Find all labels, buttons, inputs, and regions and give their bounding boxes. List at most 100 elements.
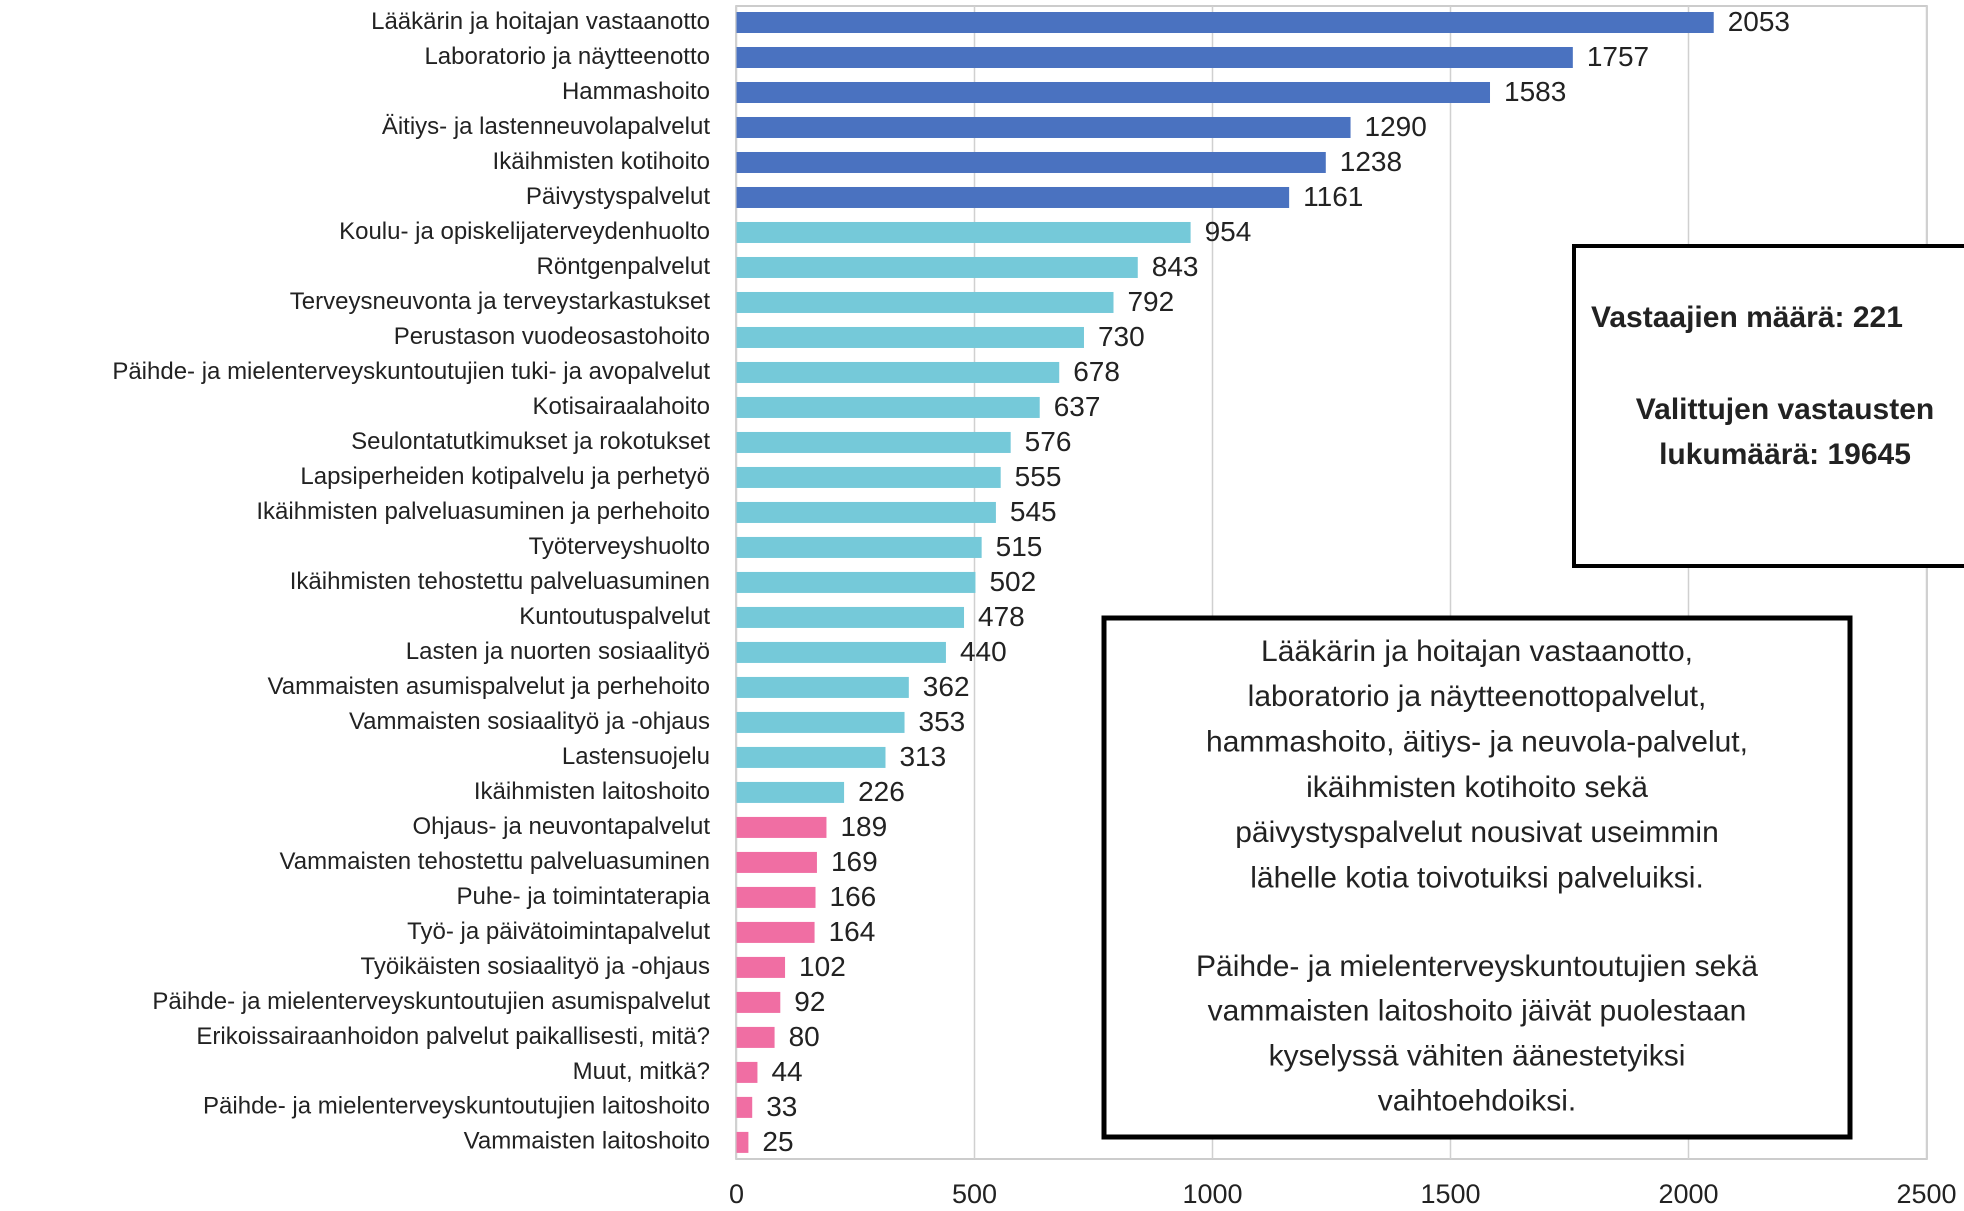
- bar: [736, 256, 1138, 278]
- bar: [736, 1026, 775, 1048]
- annotation-text: vaihtoehdoiksi.: [1378, 1084, 1576, 1117]
- y-tick-label: Röntgenpalvelut: [537, 253, 711, 280]
- bar: [736, 361, 1060, 383]
- y-tick-label: Lapsiperheiden kotipalvelu ja perhetyö: [300, 463, 710, 490]
- value-label: 2053: [1728, 6, 1790, 37]
- bar: [736, 921, 815, 943]
- y-tick-label: Työikäisten sosiaalityö ja -ohjaus: [360, 953, 710, 980]
- annotation-text: hammashoito, äitiys- ja neuvola-palvelut…: [1206, 726, 1748, 759]
- value-label: 169: [831, 846, 878, 877]
- value-label: 792: [1127, 286, 1174, 317]
- annotation-box: [1101, 615, 1853, 1140]
- bar: [736, 431, 1011, 453]
- value-label: 353: [919, 706, 966, 737]
- y-tick-label: Ikäihmisten kotihoito: [493, 148, 710, 175]
- x-tick-label: 1500: [1420, 1179, 1480, 1209]
- y-tick-label: Puhe- ja toimintaterapia: [457, 883, 711, 910]
- y-tick-label: Vammaisten sosiaalityö ja -ohjaus: [349, 708, 710, 735]
- bar: [736, 326, 1084, 348]
- y-tick-label: Ikäihmisten laitoshoito: [474, 778, 710, 805]
- x-tick-label: 2500: [1896, 1179, 1956, 1209]
- y-tick-label: Lääkärin ja hoitajan vastaanotto: [371, 8, 710, 35]
- info-box: [1572, 244, 1964, 568]
- annotation-text: päivystyspalvelut nousivat useimmin: [1235, 816, 1719, 849]
- value-label: 80: [789, 1021, 820, 1052]
- annotation-text: Lääkärin ja hoitajan vastaanotto,: [1261, 635, 1693, 668]
- bar: [736, 851, 817, 873]
- info-text: Valittujen vastausten: [1636, 393, 1934, 426]
- x-tick-label: 500: [952, 1179, 997, 1209]
- value-label: 730: [1098, 321, 1145, 352]
- bar: [736, 151, 1326, 173]
- x-tick-label: 2000: [1658, 1179, 1718, 1209]
- value-label: 1757: [1587, 41, 1649, 72]
- bar: [736, 676, 909, 698]
- bar: [736, 221, 1191, 243]
- y-tick-label: Kuntoutuspalvelut: [519, 603, 710, 630]
- y-tick-label: Seulontatutkimukset ja rokotukset: [351, 428, 710, 455]
- y-tick-label: Hammashoito: [562, 78, 710, 105]
- y-tick-label: Ikäihmisten tehostettu palveluasuminen: [290, 568, 710, 595]
- bar: [736, 606, 965, 628]
- bar: [736, 816, 827, 838]
- y-tick-label: Päihde- ja mielenterveyskuntoutujien tuk…: [112, 358, 710, 385]
- value-label: 502: [989, 566, 1036, 597]
- bar: [736, 46, 1573, 68]
- value-label: 102: [799, 951, 846, 982]
- bar: [736, 1131, 749, 1153]
- y-tick-label: Perustason vuodeosastohoito: [394, 323, 710, 350]
- y-tick-label: Kotisairaalahoito: [533, 393, 710, 420]
- y-tick-label: Työterveyshuolto: [529, 533, 710, 560]
- bar: [736, 186, 1290, 208]
- bar: [736, 396, 1040, 418]
- bar: [736, 886, 816, 908]
- annotation-text: lähelle kotia toivotuiksi palveluiksi.: [1250, 861, 1704, 894]
- info-text: lukumäärä: 19645: [1659, 438, 1911, 471]
- y-tick-label: Lastensuojelu: [562, 743, 710, 770]
- y-tick-label: Koulu- ja opiskelijaterveydenhuolto: [339, 218, 710, 245]
- value-label: 33: [766, 1091, 797, 1122]
- value-label: 843: [1152, 251, 1199, 282]
- y-tick-label: Terveysneuvonta ja terveystarkastukset: [290, 288, 711, 315]
- bar: [736, 12, 1714, 33]
- bar: [736, 466, 1001, 488]
- value-label: 637: [1054, 391, 1101, 422]
- value-label: 576: [1025, 426, 1072, 457]
- bar: [736, 501, 996, 523]
- y-tick-label: Ohjaus- ja neuvontapalvelut: [412, 813, 710, 840]
- value-label: 954: [1205, 216, 1252, 247]
- info-text: Vastaajien määrä: 221: [1591, 301, 1903, 334]
- y-tick-label: Ikäihmisten palveluasuminen ja perhehoit…: [256, 498, 710, 525]
- value-label: 226: [858, 776, 905, 807]
- annotation-text: kyselyssä vähiten äänestetyiksi: [1269, 1040, 1686, 1073]
- bar: [736, 571, 976, 593]
- value-label: 362: [923, 671, 970, 702]
- y-tick-label: Päivystyspalvelut: [526, 183, 710, 210]
- value-label: 92: [794, 986, 825, 1017]
- bar: [736, 991, 781, 1013]
- y-tick-label: Erikoissairaanhoidon palvelut paikallise…: [196, 1023, 710, 1050]
- value-label: 164: [829, 916, 876, 947]
- value-label: 678: [1073, 356, 1120, 387]
- bar: [736, 291, 1114, 313]
- bar: [736, 81, 1491, 103]
- y-tick-label: Laboratorio ja näytteenotto: [424, 43, 710, 70]
- bar: [736, 781, 845, 803]
- value-label: 313: [899, 741, 946, 772]
- value-label: 478: [978, 601, 1025, 632]
- y-tick-label: Vammaisten tehostettu palveluasuminen: [280, 848, 710, 875]
- value-label: 545: [1010, 496, 1057, 527]
- value-label: 555: [1015, 461, 1062, 492]
- bar: [736, 1061, 758, 1083]
- value-label: 1290: [1365, 111, 1427, 142]
- annotation-text: vammaisten laitoshoito jäivät puolestaan: [1208, 995, 1747, 1028]
- value-label: 1161: [1303, 181, 1363, 212]
- bar: [736, 1096, 753, 1118]
- y-tick-label: Vammaisten asumispalvelut ja perhehoito: [268, 673, 710, 700]
- x-tick-label: 0: [729, 1179, 744, 1209]
- bar: [736, 956, 786, 978]
- y-tick-label: Päihde- ja mielenterveyskuntoutujien lai…: [203, 1093, 710, 1120]
- bar: [736, 746, 886, 768]
- annotation-text: Päihde- ja mielenterveyskuntoutujien sek…: [1196, 950, 1758, 983]
